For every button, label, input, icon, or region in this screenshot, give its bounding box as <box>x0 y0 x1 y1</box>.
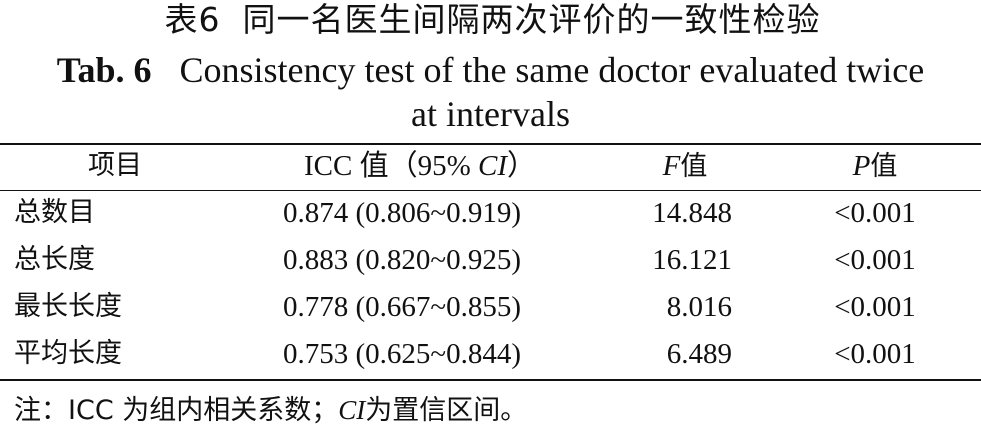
row-p: <0.001 <box>820 289 930 325</box>
row-p: <0.001 <box>820 336 930 372</box>
header-icc-prefix: ICC 值（95% <box>304 150 478 182</box>
table-title-chinese: 表6 同一名医生间隔两次评价的一致性检验 <box>0 0 981 40</box>
row-item: 总长度 <box>14 242 95 278</box>
footnote-ci: CI <box>338 395 365 425</box>
row-item: 平均长度 <box>14 336 122 372</box>
header-icc: ICC 值（95% CI） <box>290 148 550 184</box>
row-f: 16.121 <box>600 242 732 278</box>
header-f-symbol: F <box>663 150 681 182</box>
table-footnote: 注：ICC 为组内相关系数；CI为置信区间。 <box>14 393 527 428</box>
row-icc: 0.874 (0.806~0.919) <box>283 195 521 231</box>
header-p-value: P值 <box>820 148 930 185</box>
header-item: 项目 <box>60 148 170 184</box>
header-p-symbol: P <box>853 150 871 182</box>
table-title-cn-text: 同一名医生间隔两次评价的一致性检验 <box>243 0 821 39</box>
header-icc-suffix: ） <box>507 150 536 182</box>
row-f: 8.016 <box>600 289 732 325</box>
table-number-en: Tab. 6 <box>57 50 152 90</box>
row-p: <0.001 <box>820 195 930 231</box>
row-item: 总数目 <box>14 195 95 231</box>
header-f-suffix: 值 <box>680 151 707 182</box>
table-title-en-text: Consistency test of the same doctor eval… <box>179 50 924 90</box>
table-title-en-line2: at intervals <box>0 92 981 136</box>
table-bottom-rule <box>0 379 981 381</box>
row-item: 最长长度 <box>14 289 122 325</box>
header-f-value: F值 <box>630 148 740 185</box>
table-title-english: Tab. 6 Consistency test of the same docto… <box>0 48 981 136</box>
table-header-rule <box>0 190 981 191</box>
footnote-suffix: 为置信区间。 <box>365 395 527 426</box>
header-p-suffix: 值 <box>870 151 897 182</box>
table-top-rule <box>0 143 981 145</box>
row-p: <0.001 <box>820 242 930 278</box>
header-icc-ci: CI <box>478 150 507 182</box>
row-f: 14.848 <box>600 195 732 231</box>
row-icc: 0.883 (0.820~0.925) <box>283 242 521 278</box>
table-title-en-line1: Tab. 6 Consistency test of the same docto… <box>0 48 981 92</box>
row-icc: 0.753 (0.625~0.844) <box>283 336 521 372</box>
row-icc: 0.778 (0.667~0.855) <box>283 289 521 325</box>
table-number-cn: 表6 <box>165 0 221 39</box>
row-f: 6.489 <box>600 336 732 372</box>
footnote-prefix: 注：ICC 为组内相关系数； <box>14 395 338 426</box>
